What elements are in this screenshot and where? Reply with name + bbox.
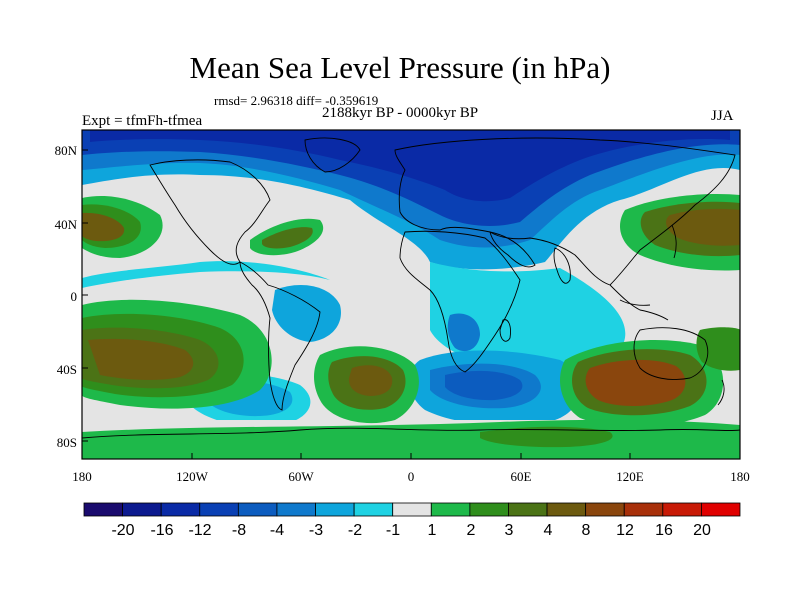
colorbar-label: 12 bbox=[616, 522, 634, 539]
lon-tick-label: 60E bbox=[511, 469, 532, 484]
colorbar-label: 4 bbox=[544, 522, 553, 539]
colorbar-label: -20 bbox=[111, 522, 134, 539]
lon-tick-label: 180 bbox=[730, 469, 750, 484]
colorbar-box bbox=[662, 502, 702, 517]
lon-tick-label: 120E bbox=[616, 469, 644, 484]
colorbar-box bbox=[315, 502, 355, 517]
lat-tick-label: 80N bbox=[55, 143, 78, 158]
map-title: Mean Sea Level Pressure (in hPa) bbox=[189, 50, 611, 85]
colorbar-box bbox=[701, 502, 741, 517]
lat-tick-label: 40N bbox=[55, 217, 78, 232]
colorbar-box bbox=[585, 502, 625, 517]
colorbar-box bbox=[237, 502, 278, 517]
colorbar-box bbox=[160, 502, 201, 517]
colorbar-box bbox=[199, 502, 239, 517]
colorbar-label: -8 bbox=[232, 522, 246, 539]
latitude-axis: 80N 40N 0 40S 80S bbox=[55, 143, 78, 450]
colorbar-label: -4 bbox=[270, 522, 284, 539]
colorbar-label: -12 bbox=[188, 522, 211, 539]
season-label: JJA bbox=[711, 108, 734, 124]
positive-anomaly-areas bbox=[82, 193, 740, 459]
rmsd-diff-stats: rmsd= 2.96318 diff= -0.359619 bbox=[214, 93, 379, 108]
colorbar-box bbox=[469, 502, 509, 517]
colorbar-label: -1 bbox=[386, 522, 400, 539]
colorbar-label: 3 bbox=[505, 522, 514, 539]
colorbar bbox=[83, 502, 741, 517]
colorbar-box bbox=[623, 502, 664, 517]
lon-tick-label: 0 bbox=[408, 469, 415, 484]
map-plot-area bbox=[82, 130, 740, 459]
lon-tick-label: 60W bbox=[288, 469, 314, 484]
colorbar-label: -2 bbox=[348, 522, 362, 539]
colorbar-box bbox=[122, 502, 162, 517]
latitude-tick-marks bbox=[82, 149, 88, 442]
colorbar-label: 20 bbox=[693, 522, 711, 539]
colorbar-label: -16 bbox=[150, 522, 173, 539]
lat-tick-label: 0 bbox=[71, 289, 78, 304]
colorbar-label: 2 bbox=[467, 522, 476, 539]
longitude-tick-marks bbox=[81, 453, 741, 459]
coastlines bbox=[82, 137, 740, 439]
longitude-axis: 180 120W 60W 0 60E 120E 180 bbox=[72, 469, 750, 484]
colorbar-box bbox=[508, 502, 548, 517]
colorbar-box bbox=[392, 502, 432, 517]
experiment-label: Expt = tfmFh-tfmea bbox=[82, 113, 203, 129]
colorbar-box bbox=[430, 502, 471, 517]
colorbar-label: -3 bbox=[309, 522, 323, 539]
lat-tick-label: 80S bbox=[57, 435, 77, 450]
lon-tick-label: 180 bbox=[72, 469, 92, 484]
colorbar-label: 1 bbox=[428, 522, 437, 539]
colorbar-box bbox=[83, 502, 123, 517]
colorbar-labels: -20 -16 -12 -8 -4 -3 -2 -1 1 2 3 4 8 12 … bbox=[111, 522, 711, 539]
northern-low-anomaly-band bbox=[82, 130, 740, 270]
colorbar-label: 8 bbox=[582, 522, 591, 539]
lon-tick-label: 120W bbox=[176, 469, 209, 484]
colorbar-box bbox=[276, 502, 316, 517]
lat-tick-label: 40S bbox=[57, 362, 77, 377]
colorbar-box bbox=[546, 502, 587, 517]
colorbar-label: 16 bbox=[655, 522, 673, 539]
time-period-subtitle: 2188kyr BP - 0000kyr BP bbox=[321, 105, 479, 121]
colorbar-box bbox=[353, 502, 394, 517]
